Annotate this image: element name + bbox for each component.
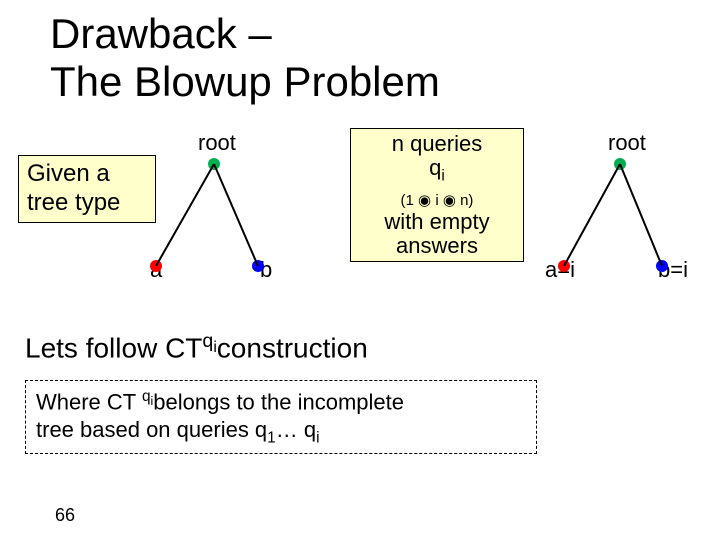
right-tree-edges xyxy=(558,158,668,272)
queries-qi: qi xyxy=(429,155,445,180)
lets-follow-text: Lets follow CTqiconstruction xyxy=(25,330,368,364)
queries-line4: answers xyxy=(396,233,478,258)
given-line1: Given a xyxy=(27,160,110,187)
where-ct-box: Where CT qibelongs to the incomplete tre… xyxy=(25,380,537,454)
queries-line1: n queries xyxy=(392,131,483,156)
n-queries-box: n queries qi (1 ◉ i ◉ n) with empty answ… xyxy=(350,128,524,262)
left-tree-edges xyxy=(150,158,264,272)
left-tree-root-label: root xyxy=(198,130,236,156)
where-superscript: qi xyxy=(142,388,153,405)
queries-line3: with empty xyxy=(384,209,489,234)
slide-title: Drawback – The Blowup Problem xyxy=(50,10,440,107)
queries-range: (1 ◉ i ◉ n) xyxy=(401,192,474,209)
title-line1: Drawback – xyxy=(50,10,272,57)
follow-superscript: qi xyxy=(202,330,216,352)
page-number: 66 xyxy=(55,505,75,526)
title-line2: The Blowup Problem xyxy=(50,58,440,105)
leq-icon-2: ◉ xyxy=(443,192,460,209)
leq-icon-1: ◉ xyxy=(414,192,435,209)
given-line2: tree type xyxy=(27,189,120,216)
given-tree-type-box: Given a tree type xyxy=(18,155,156,223)
right-tree-root-label: root xyxy=(608,130,646,156)
